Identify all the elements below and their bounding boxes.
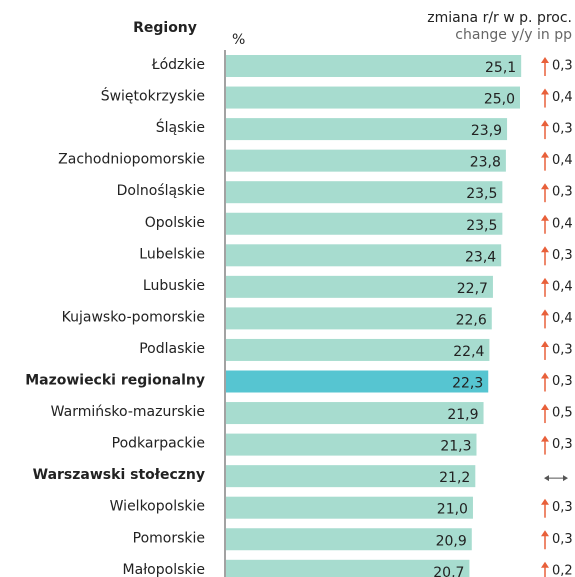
change-label: 0,4 bbox=[552, 311, 573, 326]
category-label: Podkarpackie bbox=[112, 436, 205, 452]
change-label: 0,3 bbox=[552, 500, 573, 515]
bar bbox=[226, 465, 476, 488]
bar bbox=[226, 149, 506, 172]
change-label: 0,3 bbox=[552, 185, 573, 200]
category-label: Wielkopolskie bbox=[110, 499, 205, 515]
bar bbox=[226, 338, 490, 361]
change-label: 0,3 bbox=[552, 122, 573, 137]
change-arrow bbox=[541, 246, 549, 266]
change-arrow bbox=[541, 277, 549, 297]
category-label: Kujawsko-pomorskie bbox=[62, 309, 205, 325]
change-label: 0,3 bbox=[552, 342, 573, 357]
category-label: Śląskie bbox=[156, 118, 205, 136]
value-label: 23,8 bbox=[470, 155, 501, 171]
value-label: 20,7 bbox=[433, 565, 464, 577]
bar bbox=[226, 559, 470, 577]
bar bbox=[226, 402, 484, 425]
unit-label: % bbox=[232, 32, 245, 48]
change-label: 0,4 bbox=[552, 216, 573, 231]
change-label: 0,2 bbox=[552, 563, 573, 577]
bar bbox=[226, 118, 508, 141]
value-label: 21,3 bbox=[440, 439, 471, 455]
change-arrow bbox=[541, 435, 549, 455]
value-label: 23,5 bbox=[466, 218, 497, 234]
change-arrow bbox=[541, 372, 549, 392]
bar bbox=[226, 370, 489, 393]
value-label: 21,2 bbox=[439, 470, 470, 486]
change-arrow bbox=[541, 120, 549, 140]
value-label: 22,3 bbox=[452, 376, 483, 392]
value-label: 23,5 bbox=[466, 186, 497, 202]
value-label: 22,4 bbox=[453, 344, 484, 360]
value-label: 20,9 bbox=[436, 533, 467, 549]
no-change-arrow bbox=[544, 475, 568, 482]
bar bbox=[226, 86, 520, 109]
bar bbox=[226, 528, 472, 551]
category-label: Mazowiecki regionalny bbox=[25, 373, 205, 389]
change-arrow bbox=[541, 530, 549, 550]
value-label: 25,1 bbox=[485, 60, 516, 76]
category-label: Pomorskie bbox=[133, 530, 205, 546]
category-label: Dolnośląskie bbox=[117, 183, 205, 199]
category-label: Lubuskie bbox=[143, 278, 205, 294]
category-label: Małopolskie bbox=[123, 562, 205, 577]
change-arrow bbox=[541, 88, 549, 108]
change-label: 0,4 bbox=[552, 153, 573, 168]
change-arrow bbox=[541, 404, 549, 424]
change-arrow bbox=[541, 57, 549, 76]
bar bbox=[226, 496, 473, 519]
change-arrow bbox=[541, 183, 549, 203]
category-label: Świętokrzyskie bbox=[101, 87, 205, 105]
category-label: Lubelskie bbox=[139, 246, 205, 262]
category-label: Podlaskie bbox=[139, 341, 205, 357]
value-label: 23,4 bbox=[465, 249, 496, 265]
change-subtitle: change y/y in pp bbox=[455, 27, 572, 43]
change-label: 0,3 bbox=[552, 59, 573, 74]
change-arrow bbox=[541, 561, 549, 577]
change-arrow bbox=[541, 340, 549, 360]
change-title: zmiana r/r w p. proc. bbox=[427, 10, 572, 26]
value-label: 22,7 bbox=[457, 281, 488, 297]
change-label: 0,3 bbox=[552, 532, 573, 547]
bar bbox=[226, 307, 492, 330]
change-label: 0,5 bbox=[552, 406, 573, 421]
bar bbox=[226, 433, 477, 456]
chart-title: Regiony bbox=[133, 20, 197, 36]
change-arrow bbox=[541, 309, 549, 329]
value-label: 21,0 bbox=[437, 502, 468, 518]
change-arrow bbox=[541, 151, 549, 171]
change-arrow bbox=[541, 214, 549, 234]
change-arrow bbox=[541, 498, 549, 518]
category-label: Łódzkie bbox=[151, 57, 205, 73]
category-label: Zachodniopomorskie bbox=[58, 152, 205, 168]
bar bbox=[226, 181, 503, 204]
change-label: 0,3 bbox=[552, 374, 573, 389]
category-label: Opolskie bbox=[145, 215, 205, 231]
change-label: 0,3 bbox=[552, 248, 573, 263]
change-label: 0,4 bbox=[552, 90, 573, 105]
value-label: 25,0 bbox=[484, 92, 515, 108]
change-label: 0,4 bbox=[552, 279, 573, 294]
value-label: 21,9 bbox=[447, 407, 478, 423]
value-label: 23,9 bbox=[471, 123, 502, 139]
bar bbox=[226, 212, 503, 235]
bar bbox=[226, 55, 522, 77]
value-label: 22,6 bbox=[456, 312, 487, 328]
category-label: Warszawski stołeczny bbox=[33, 467, 205, 483]
bar bbox=[226, 244, 502, 267]
bar bbox=[226, 275, 493, 298]
category-label: Warmińsko-mazurskie bbox=[51, 404, 205, 420]
change-label: 0,3 bbox=[552, 437, 573, 452]
